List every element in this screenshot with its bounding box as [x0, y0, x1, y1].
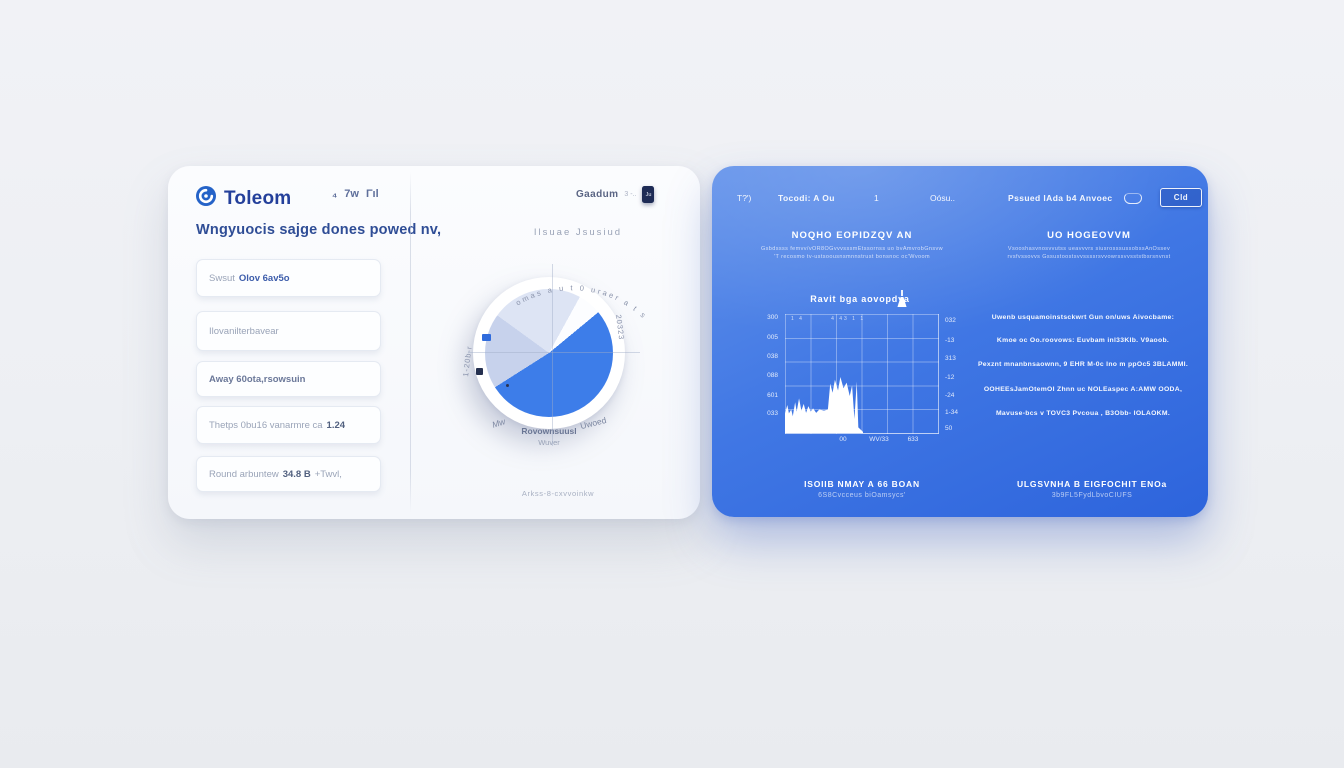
- histogram-area: [785, 377, 863, 433]
- legend-square-blue-icon: [482, 334, 491, 341]
- item-label: Thetps 0bu16 vanarmre ca: [209, 419, 323, 431]
- report-line: Kmoe oc Oo.roovows: Euvbam inl33KIb. V9a…: [996, 337, 1170, 344]
- chart-title: Ravit bga aovopdya: [810, 294, 910, 304]
- battery-badge-icon[interactable]: Ju: [642, 186, 655, 203]
- crosshair-vertical: [552, 264, 553, 446]
- chart-marker-icon: [897, 297, 907, 307]
- brand: Toleom: [196, 186, 291, 211]
- vertical-divider: [410, 172, 411, 513]
- report-line: Mavuse-bcs v TOVC3 Pvcoua , B3Obb- IOLAO…: [995, 410, 1171, 417]
- x-axis-label: 633: [907, 436, 919, 443]
- cta-button[interactable]: Cld: [1160, 188, 1202, 207]
- brand-logo-icon: [196, 186, 216, 211]
- x-axis-label: 00: [839, 436, 847, 443]
- pie-caption: Arkss-8-cxvvoinkw: [521, 489, 595, 498]
- y-axis-label-right: -13: [945, 337, 955, 344]
- left-column-header: NOQHO EOPIDZQV AN Gsbdssss femvv/vOR8OGv…: [760, 230, 944, 260]
- report-line: Uwenb usquamoinstsckwrt Gun on/uws Aivoc…: [991, 314, 1175, 321]
- item-value: Olov 6av5o: [238, 272, 290, 284]
- item-value: 1.24: [326, 419, 346, 431]
- report-line: OOHEEsJamOtemOI Zhnn uc NOLEaspec A:AMW …: [983, 386, 1183, 393]
- y-axis-label: 038: [767, 353, 778, 360]
- list-item[interactable]: Away 60ota,rsowsuin: [196, 361, 381, 397]
- item-value: 34.8 B: [282, 468, 311, 480]
- y-axis-label-right: -24: [945, 392, 955, 399]
- signal-icon: 7w: [344, 188, 359, 200]
- y-axis-label-right: -12: [945, 374, 955, 381]
- antenna-icon: Γıl: [365, 188, 379, 200]
- smile-icon[interactable]: [1124, 193, 1142, 204]
- pie-arc-label: omas a u t 0 uraer a t s: [514, 283, 649, 321]
- footer-right: ULGSVNHA B EIGFOCHIT ENOa 3b9FL5FydLbvoC…: [1016, 479, 1168, 499]
- telecom-card: Toleom ₄ 7w Γıl Wngyuocis sajge dones po…: [168, 166, 700, 519]
- pie-chart[interactable]: [485, 289, 613, 417]
- y-axis-label-right: 313: [945, 355, 956, 362]
- topbar-page: 1: [874, 193, 879, 203]
- report-card: T?') Tocodi: A Ou 1 Oósu.. Pssued lAda b…: [712, 166, 1208, 517]
- y-axis-label: 300: [767, 314, 778, 321]
- panel-heading: Wngyuocis sajge dones powed nv,: [196, 222, 442, 238]
- pie-label-center: Rovownsuusl Wuver: [521, 426, 577, 447]
- footer-left: ISOIIB NMAY A 66 BOAN 6S8Cvcceus biOamsy…: [804, 479, 920, 499]
- item-label: Swsut: [209, 272, 235, 284]
- y-axis-label: 601: [767, 392, 778, 399]
- list-item[interactable]: Ilovanilterbavear: [196, 311, 381, 351]
- middle-header-sub: 3 -..: [624, 191, 637, 198]
- middle-header-label: Gaadum: [576, 189, 619, 200]
- y-axis-label-right: 1-34: [945, 409, 959, 416]
- y-axis-label-right: 50: [945, 425, 953, 432]
- pie-subtitle: Ilsuae Jsusiud: [533, 227, 623, 238]
- topbar-small: T?'): [737, 193, 752, 203]
- x-axis-label: WV/33: [869, 436, 889, 443]
- topbar-right: Pssued lAda b4 Anvoec: [1008, 193, 1113, 203]
- report-line: Pexznt mnanbnsaownn, 9 EHR M-0c Ino m pp…: [977, 361, 1189, 368]
- y-axis-label-right: 032: [945, 317, 956, 324]
- brand-name: Toleom: [224, 187, 292, 209]
- item-label: Ilovanilterbavear: [209, 325, 279, 337]
- list-item[interactable]: Thetps 0bu16 vanarmre ca 1.24: [196, 406, 381, 444]
- status-icons: ₄ 7w Γıl: [332, 188, 402, 200]
- plot-top-ticks: 1 4 4 43 1 1: [791, 316, 866, 322]
- middle-header: Gaadum 3 -.. Ju: [576, 186, 655, 203]
- meter-icon: ₄: [332, 188, 338, 200]
- item-label: Round arbuntew: [209, 468, 279, 480]
- pie-dot-icon: [506, 384, 509, 387]
- chart-marker-stem-icon: [901, 290, 903, 296]
- legend-square-dark-icon: [476, 368, 483, 375]
- right-column-header: UO HOGEOVVM Vsooshasvnosvvutss ueavvvrs …: [1007, 230, 1171, 260]
- y-axis-label: 033: [767, 410, 778, 417]
- list-item[interactable]: Swsut Olov 6av5o: [196, 259, 381, 297]
- crosshair-horizontal: [468, 352, 640, 353]
- topbar-mid: Oósu..: [930, 193, 956, 203]
- svg-text:omas a u t 0 uraer a t s: omas a u t 0 uraer a t s: [514, 283, 649, 321]
- y-axis-label: 005: [767, 334, 778, 341]
- topbar-title: Tocodi: A Ou: [778, 193, 835, 203]
- y-axis-label: 088: [767, 372, 778, 379]
- list-item[interactable]: Round arbuntew 34.8 B +Twvl,: [196, 456, 381, 492]
- item-suffix: +Twvl,: [314, 468, 342, 480]
- item-value: Away 60ota,rsowsuin: [209, 373, 306, 385]
- report-topbar: T?') Tocodi: A Ou 1 Oósu.. Pssued lAda b…: [712, 188, 1208, 212]
